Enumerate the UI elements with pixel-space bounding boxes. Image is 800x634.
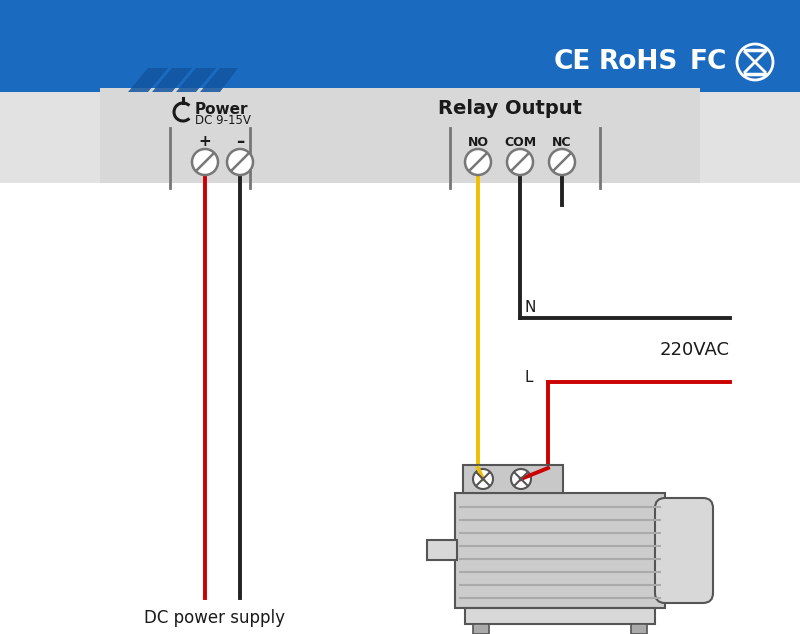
Text: CE: CE bbox=[554, 49, 590, 75]
Text: RoHS: RoHS bbox=[598, 49, 678, 75]
Polygon shape bbox=[200, 68, 238, 92]
Text: FC: FC bbox=[690, 49, 726, 75]
Circle shape bbox=[227, 149, 253, 175]
Circle shape bbox=[549, 149, 575, 175]
FancyBboxPatch shape bbox=[655, 498, 713, 603]
Bar bbox=[427, 540, 457, 560]
Text: 220VAC: 220VAC bbox=[660, 341, 730, 359]
Bar bbox=[463, 465, 563, 493]
Text: NC: NC bbox=[552, 136, 572, 148]
Text: COM: COM bbox=[504, 136, 536, 148]
Text: +: + bbox=[198, 134, 211, 150]
Bar bbox=[0, 183, 800, 634]
Bar bbox=[455, 493, 665, 608]
Polygon shape bbox=[152, 68, 192, 92]
Bar bbox=[0, 0, 800, 92]
Circle shape bbox=[192, 149, 218, 175]
Bar bbox=[473, 624, 489, 634]
Circle shape bbox=[511, 469, 531, 489]
Circle shape bbox=[465, 149, 491, 175]
Bar bbox=[631, 624, 647, 634]
Text: DC 9-15V: DC 9-15V bbox=[195, 113, 251, 127]
Circle shape bbox=[473, 469, 493, 489]
Text: NO: NO bbox=[467, 136, 489, 148]
Text: N: N bbox=[525, 301, 536, 316]
Text: Power: Power bbox=[195, 101, 249, 117]
Polygon shape bbox=[176, 68, 216, 92]
Text: L: L bbox=[525, 370, 534, 385]
Bar bbox=[100, 88, 700, 183]
Text: –: – bbox=[236, 133, 244, 151]
Text: Relay Output: Relay Output bbox=[438, 98, 582, 117]
Circle shape bbox=[507, 149, 533, 175]
Bar bbox=[465, 608, 655, 624]
Text: DC power supply: DC power supply bbox=[145, 609, 286, 627]
Polygon shape bbox=[128, 68, 168, 92]
